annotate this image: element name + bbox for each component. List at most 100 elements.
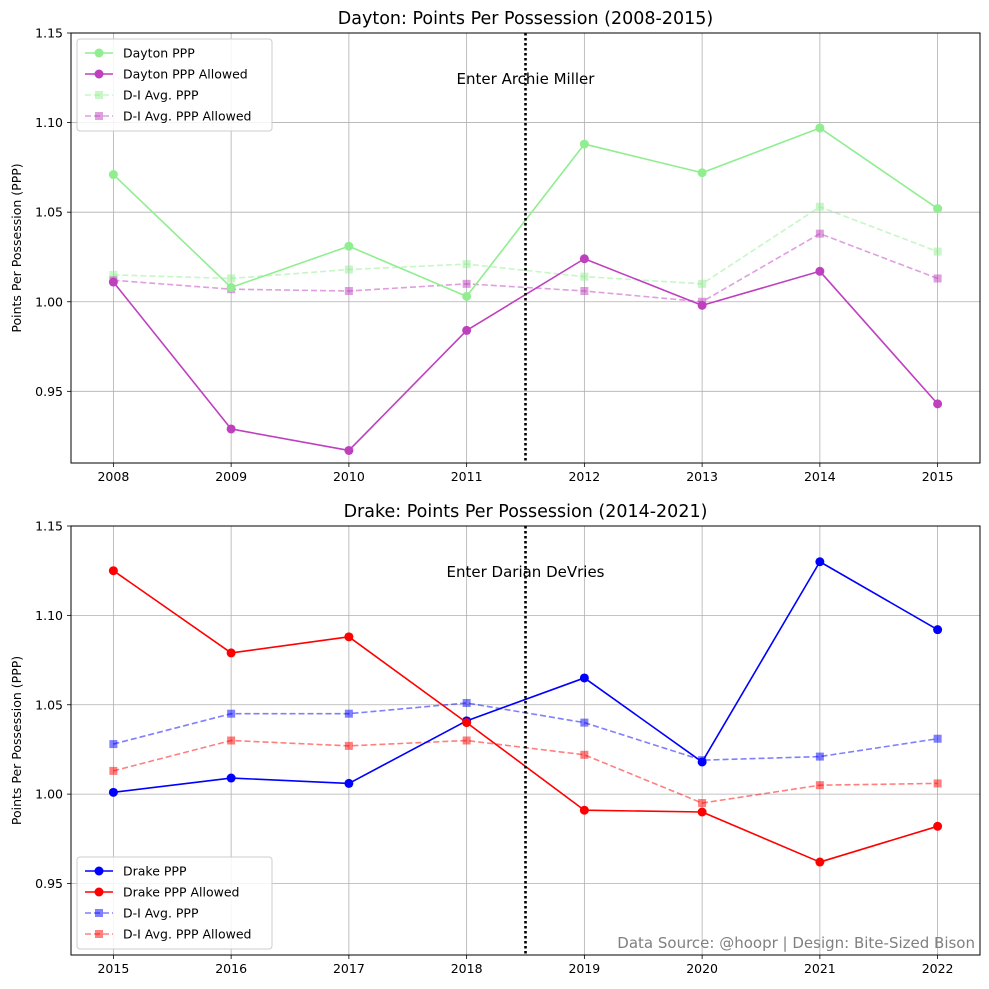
drake-legend-label-drake-ppp: Drake PPP: [123, 864, 187, 879]
drake-point-drake-ppp: [579, 673, 589, 683]
dayton-point-d-i-avg-ppp: [698, 279, 707, 288]
dayton-x-tick-label: 2012: [568, 469, 600, 484]
dayton-legend-marker-dayton-ppp-allowed: [94, 69, 104, 79]
drake-x-tick-label: 2015: [97, 961, 129, 976]
dayton-x-tick-label: 2010: [333, 469, 365, 484]
drake-y-tick-label: 0.95: [35, 876, 63, 891]
dayton-point-d-i-avg-ppp: [580, 272, 589, 281]
drake-point-drake-ppp: [815, 557, 825, 567]
drake-point-drake-ppp-allowed: [933, 821, 943, 831]
drake-point-drake-ppp-allowed: [108, 566, 118, 576]
drake-axes-ticks: 2015 2016 2017 2018 2019 2020 2021 2022 0.95 1.00…: [35, 519, 953, 977]
drake-point-d-i-avg-ppp-allowed: [933, 779, 942, 788]
drake-point-drake-ppp-allowed: [815, 857, 825, 867]
dayton-series-d-i-avg-ppp: [109, 202, 942, 288]
drake-point-d-i-avg-ppp-allowed: [580, 750, 589, 759]
drake-point-drake-ppp-allowed: [226, 648, 236, 658]
drake-point-d-i-avg-ppp-allowed: [462, 736, 471, 745]
data-source-credit: Data Source: @hoopr | Design: Bite-Sized…: [617, 934, 975, 952]
dayton-x-tick-label: 2013: [686, 469, 718, 484]
dayton-legend-marker-d-i-avg-ppp-allowed: [95, 112, 103, 120]
dayton-coach-annotation: Enter Archie Miller: [457, 70, 596, 88]
drake-point-d-i-avg-ppp: [462, 698, 471, 707]
drake-y-tick-label: 1.00: [35, 787, 63, 802]
drake-point-d-i-avg-ppp: [580, 718, 589, 727]
dayton-y-tick-label: 1.05: [35, 205, 63, 220]
dayton-point-d-i-avg-ppp-allowed: [933, 274, 942, 283]
drake-x-tick-label: 2018: [451, 961, 483, 976]
drake-point-drake-ppp: [344, 778, 354, 788]
drake-legend-marker-drake-ppp: [94, 866, 104, 876]
dayton-legend-label-d-i-avg-ppp-allowed: D-I Avg. PPP Allowed: [123, 109, 251, 124]
drake-point-drake-ppp-allowed: [462, 718, 472, 728]
dayton-point-dayton-ppp: [579, 139, 589, 149]
drake-y-tick-label: 1.15: [35, 519, 63, 534]
drake-x-tick-label: 2022: [922, 961, 954, 976]
dayton-point-d-i-avg-ppp: [227, 274, 236, 283]
drake-point-d-i-avg-ppp: [815, 752, 824, 761]
dayton-legend-label-dayton-ppp: Dayton PPP: [123, 46, 195, 61]
drake-legend-marker-drake-ppp-allowed: [94, 887, 104, 897]
dayton-point-d-i-avg-ppp: [815, 202, 824, 211]
dayton-point-d-i-avg-ppp: [933, 247, 942, 256]
dayton-legend-label-dayton-ppp-allowed: Dayton PPP Allowed: [123, 67, 248, 82]
dayton-point-d-i-avg-ppp-allowed: [344, 287, 353, 295]
drake-point-d-i-avg-ppp-allowed: [227, 736, 236, 745]
dayton-line-d-i-avg-ppp: [113, 205, 938, 285]
drake-point-d-i-avg-ppp-allowed: [109, 766, 118, 775]
drake-legend-label-drake-ppp-allowed: Drake PPP Allowed: [123, 885, 239, 900]
dayton-chart-title: Dayton: Points Per Possession (2008-2015…: [338, 9, 713, 29]
dayton-point-dayton-ppp-allowed: [697, 300, 707, 310]
dayton-legend: Dayton PPP Dayton PPP Allowed D-I Avg. PPP…: [76, 38, 273, 132]
drake-point-d-i-avg-ppp: [109, 740, 118, 749]
drake-point-drake-ppp: [933, 625, 943, 635]
dayton-point-dayton-ppp: [462, 291, 472, 301]
dayton-point-dayton-ppp: [108, 170, 118, 180]
drake-x-tick-label: 2017: [333, 961, 365, 976]
dayton-point-d-i-avg-ppp: [344, 265, 353, 274]
dayton-x-tick-label: 2009: [215, 469, 247, 484]
dayton-point-dayton-ppp: [697, 168, 707, 178]
dayton-line-d-i-avg-ppp-allowed: [113, 232, 938, 303]
dayton-point-d-i-avg-ppp: [109, 270, 118, 279]
drake-x-tick-label: 2019: [568, 961, 600, 976]
dayton-point-d-i-avg-ppp-allowed: [580, 287, 589, 295]
drake-chart-title: Drake: Points Per Possession (2014-2021): [344, 502, 708, 522]
drake-y-tick-label: 1.10: [35, 608, 63, 623]
drake-legend-label-d-i-avg-ppp-allowed: D-I Avg. PPP Allowed: [123, 927, 251, 942]
drake-legend: Drake PPP Drake PPP Allowed D-I Avg. PPP D-…: [76, 856, 273, 950]
dayton-y-tick-label: 1.10: [35, 115, 63, 130]
drake-point-d-i-avg-ppp: [933, 734, 942, 743]
drake-legend-marker-d-i-avg-ppp-allowed: [95, 930, 103, 938]
drake-legend-box: [76, 856, 273, 950]
drake-point-drake-ppp: [226, 773, 236, 783]
drake-point-d-i-avg-ppp-allowed: [344, 741, 353, 750]
dayton-point-dayton-ppp: [344, 241, 354, 251]
dayton-legend-label-d-i-avg-ppp: D-I Avg. PPP: [123, 88, 199, 103]
drake-y-axis-label: Points Per Possession (PPP): [9, 656, 24, 825]
drake-series-drake-ppp: [108, 557, 943, 797]
drake-point-drake-ppp-allowed: [697, 807, 707, 817]
drake-point-drake-ppp: [108, 787, 118, 797]
dayton-point-dayton-ppp-allowed: [108, 277, 118, 287]
dayton-legend-marker-dayton-ppp: [94, 48, 104, 58]
drake-point-d-i-avg-ppp: [344, 709, 353, 718]
dayton-point-dayton-ppp: [226, 282, 236, 292]
dayton-legend-marker-d-i-avg-ppp: [95, 91, 103, 99]
dayton-point-dayton-ppp: [815, 123, 825, 133]
dayton-y-tick-label: 1.00: [35, 294, 63, 309]
drake-x-tick-label: 2021: [804, 961, 836, 976]
dayton-axes-frame: [70, 32, 981, 464]
dayton-point-dayton-ppp-allowed: [815, 266, 825, 276]
dayton-y-tick-label: 1.15: [35, 26, 63, 41]
dayton-legend-box: [76, 38, 273, 132]
drake-y-tick-label: 1.05: [35, 697, 63, 712]
drake-x-tick-label: 2020: [686, 961, 718, 976]
drake-point-d-i-avg-ppp: [227, 709, 236, 718]
dayton-point-dayton-ppp-allowed: [344, 445, 354, 455]
drake-chart: 2015 2016 2017 2018 2019 2020 2021 2022 0.95 1.00…: [9, 502, 981, 977]
drake-axes-frame: [70, 525, 981, 956]
dayton-point-d-i-avg-ppp-allowed: [815, 229, 824, 238]
